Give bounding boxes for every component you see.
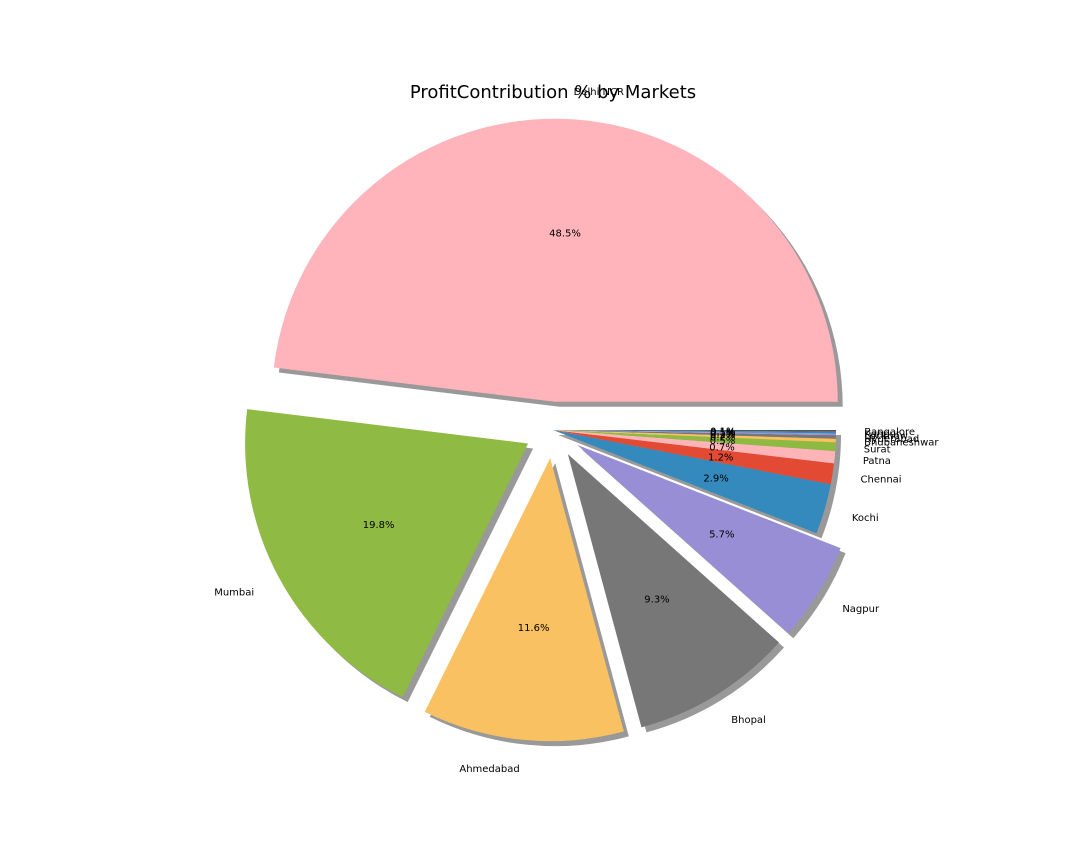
- slice-label-delhi-ncr: Delhi NCR: [574, 87, 624, 98]
- slice-label-kochi: Kochi: [852, 513, 879, 524]
- pie-slice-ahmedabad: [424, 458, 624, 742]
- slice-percent-surat: 0.5%: [710, 436, 735, 447]
- chart-title: ProfitContribution % by Markets: [410, 82, 696, 103]
- pie-slice-nagpur: [577, 444, 841, 634]
- slice-label-bhubaneshwar: Bhubaneshwar: [864, 438, 939, 449]
- slice-label-ahmedabad: Ahmedabad: [459, 764, 519, 775]
- slice-percent-kanpur: 0.1%: [710, 428, 735, 439]
- pie-slice-surat: [553, 430, 836, 452]
- slice-percent-bhopal: 9.3%: [644, 595, 669, 606]
- slice-label-mumbai: Mumbai: [214, 587, 254, 598]
- pie-slice-delhi-ncr: [273, 118, 838, 402]
- slice-percent-nagpur: 5.7%: [709, 530, 734, 541]
- slice-percent-bangalore: 0.1%: [710, 427, 735, 438]
- slice-percent-delhi-ncr: 48.5%: [549, 228, 581, 239]
- pie-slices: [245, 118, 841, 742]
- slice-label-patna: Patna: [863, 456, 891, 467]
- slice-labels: Delhi NCR Mumbai Ahmedabad Bhopal Nagpur Koch…: [214, 87, 939, 775]
- slice-label-lucknow: Lucknow: [864, 431, 908, 442]
- slice-percent-hyderabad: 0.2%: [710, 430, 735, 441]
- slice-label-surat: Surat: [864, 444, 891, 455]
- pie-slice-patna: [553, 430, 836, 464]
- pie-slice-lucknow: [553, 430, 836, 436]
- pie-slice-bhubaneshwar: [553, 430, 836, 443]
- slice-label-nagpur: Nagpur: [842, 604, 880, 615]
- pie-slice-bangalore: [553, 430, 836, 432]
- slice-percent-chennai: 1.2%: [708, 452, 733, 463]
- slice-label-bhopal: Bhopal: [731, 715, 766, 726]
- pie-slice-kanpur: [553, 430, 836, 434]
- pie-slice-mumbai: [245, 409, 529, 698]
- slice-percent-kochi: 2.9%: [703, 473, 728, 484]
- pie-slice-hyderabad: [553, 430, 836, 439]
- slice-percent-mumbai: 19.8%: [363, 520, 395, 531]
- slice-percent-bhubaneshwar: 0.2%: [710, 432, 735, 443]
- slice-percent-patna: 0.7%: [709, 442, 734, 453]
- slice-percent-ahmedabad: 11.6%: [518, 623, 550, 634]
- slice-label-chennai: Chennai: [861, 474, 902, 485]
- pie-slice-chennai: [553, 430, 835, 485]
- pie-slice-kochi: [553, 430, 831, 534]
- slice-label-kanpur: Kanpur: [864, 429, 901, 440]
- slice-percent-labels: 48.5% 19.8% 11.6% 9.3% 5.7% 2.9% 1.2%0.7%0.5%0…: [363, 228, 736, 634]
- slice-label-bangalore: Bangalore: [864, 427, 915, 438]
- slice-label-hyderabad: Hyderabad: [864, 434, 919, 445]
- slice-percent-lucknow: 0.1%: [710, 429, 735, 440]
- pie-slice-bhopal: [567, 454, 780, 728]
